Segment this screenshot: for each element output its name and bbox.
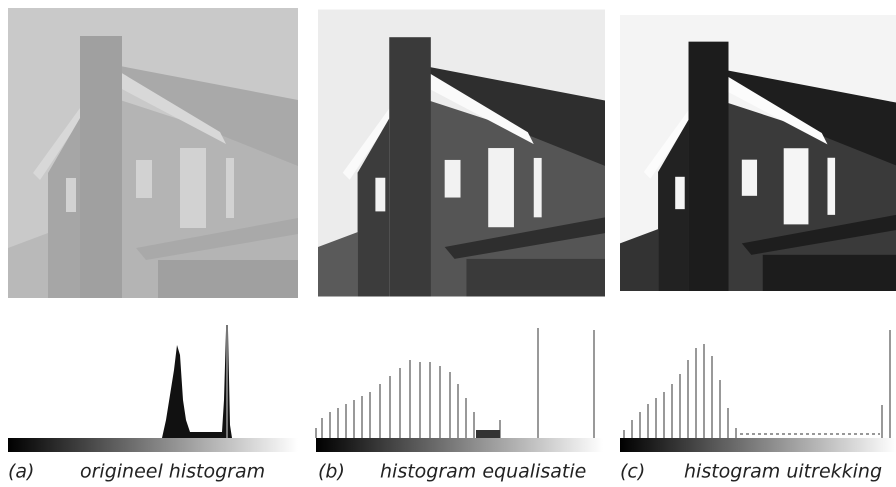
panel-caption: origineel histogram: [80, 461, 265, 483]
panel-letter: (b): [318, 461, 345, 483]
image-stretched: [620, 15, 896, 291]
image-equalized: [318, 9, 605, 297]
panel-letter: (c): [620, 461, 645, 483]
image-original: [8, 8, 298, 298]
histogram-equalized: [315, 328, 603, 452]
panel-letter: (a): [8, 461, 34, 483]
histogram-original: [8, 325, 298, 452]
histogram-stretched: [620, 330, 896, 452]
panel-caption: histogram uitrekking: [684, 461, 882, 483]
panel-caption: histogram equalisatie: [380, 461, 586, 483]
